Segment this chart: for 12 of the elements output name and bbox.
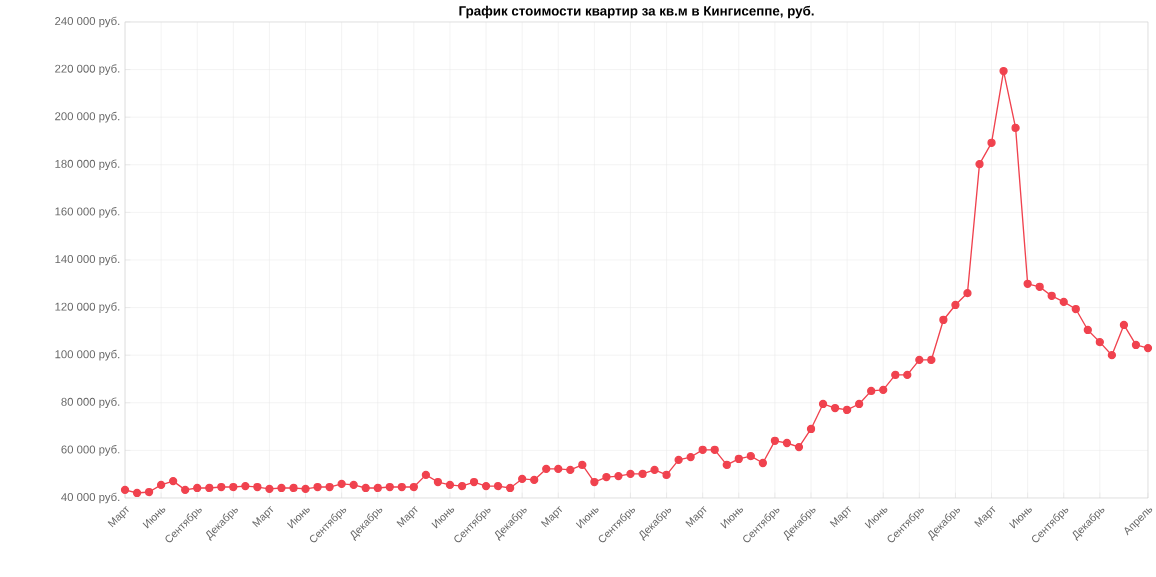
y-tick-label: 40 000 руб. bbox=[61, 492, 120, 504]
y-tick-label: 240 000 руб. bbox=[55, 16, 120, 28]
y-tick-label: 140 000 руб. bbox=[55, 254, 120, 266]
y-tick-label: 200 000 руб. bbox=[55, 111, 120, 123]
y-tick-label: 160 000 руб. bbox=[55, 207, 120, 218]
y-tick-label: 100 000 руб. bbox=[55, 349, 120, 361]
y-tick-label: 220 000 руб. bbox=[55, 64, 120, 75]
y-tick-label: 120 000 руб. bbox=[55, 302, 120, 313]
y-tick-label: 60 000 руб. bbox=[61, 445, 120, 456]
y-tick-label: 80 000 руб. bbox=[61, 397, 120, 409]
y-tick-label: 180 000 руб. bbox=[55, 159, 120, 171]
chart-title: График стоимости квартир за кв.м в Кингисеппе, руб. bbox=[459, 5, 814, 19]
